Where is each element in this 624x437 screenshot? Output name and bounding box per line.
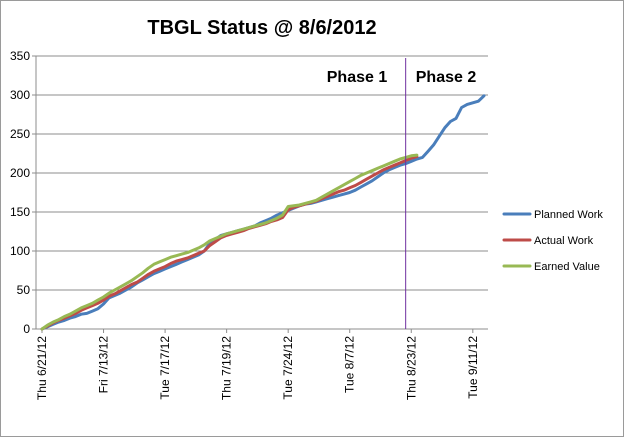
y-tick-label: 150	[10, 205, 30, 219]
y-tick-label: 350	[10, 49, 30, 63]
y-tick-label: 0	[23, 322, 30, 336]
x-tick-label: Tue 7/24/12	[281, 336, 295, 400]
phase-annotations: Phase 1 Phase 2	[327, 58, 477, 329]
x-tick-label: Tue 9/11/12	[466, 336, 480, 399]
x-axis: Thu 6/21/12 Fri 7/13/12 Tue 7/17/12 Thu 7/1…	[35, 328, 488, 400]
series-group	[40, 94, 486, 331]
series-line-earned-value	[40, 153, 419, 331]
y-tick-label: 200	[10, 166, 30, 180]
x-tick-label: Tue 8/7/12	[343, 336, 357, 393]
y-tick-label: 50	[17, 283, 31, 297]
x-tick-label: Thu 7/19/12	[220, 336, 234, 400]
y-axis: 0 50 100 150 200 250 300 350	[10, 49, 37, 336]
series-line-planned-work	[40, 94, 486, 331]
y-tick-label: 300	[10, 88, 30, 102]
phase-2-label: Phase 2	[416, 69, 477, 86]
grid-lines	[36, 55, 488, 330]
x-tick-label: Fri 7/13/12	[97, 336, 111, 394]
legend-label: Earned Value	[534, 261, 600, 273]
legend-label: Planned Work	[534, 209, 603, 221]
series-line-actual-work	[40, 155, 419, 331]
y-tick-label: 250	[10, 127, 30, 141]
x-tick-label: Tue 7/17/12	[158, 336, 172, 400]
legend-label: Actual Work	[534, 235, 594, 247]
x-tick-label: Thu 6/21/12	[35, 336, 49, 400]
phase-1-label: Phase 1	[327, 69, 388, 86]
x-tick-label: Thu 8/23/12	[404, 336, 418, 400]
legend: Planned Work Actual Work Earned Value	[502, 209, 603, 273]
y-tick-label: 100	[10, 244, 30, 258]
chart-title: TBGL Status @ 8/6/2012	[147, 17, 376, 39]
